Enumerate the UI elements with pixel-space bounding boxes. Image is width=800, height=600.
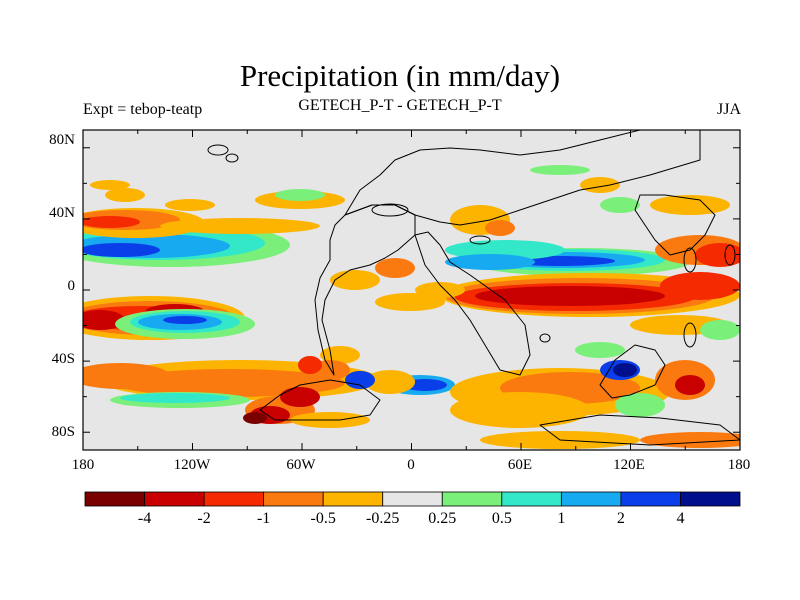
colorbar-swatch — [263, 491, 324, 507]
precip-region — [365, 370, 415, 394]
colorbar-label: -0.5 — [310, 510, 336, 527]
precipitation-field — [83, 130, 740, 449]
colorbar-swatch — [680, 491, 741, 507]
precip-region — [83, 363, 170, 389]
coastline — [414, 231, 531, 376]
lat-label-80s: 80S — [51, 424, 75, 440]
colorbar-label: 0.5 — [491, 510, 512, 527]
lon-label-0: 0 — [407, 457, 415, 473]
colorbar-label: -4 — [137, 510, 152, 527]
lon-label-120w: 120W — [173, 457, 211, 473]
precip-region — [600, 197, 640, 213]
coastline — [599, 344, 666, 399]
precip-region — [450, 392, 590, 428]
island-coastline — [225, 153, 239, 163]
lat-label-eq: 0 — [67, 278, 76, 294]
precip-region — [530, 165, 590, 175]
island-coastline — [683, 247, 697, 273]
precip-region — [90, 180, 130, 190]
precip-region — [695, 243, 740, 267]
precip-region — [615, 393, 665, 417]
precip-region — [83, 310, 125, 330]
precip-region — [580, 177, 620, 193]
axis-ticks — [82, 130, 741, 450]
coastline — [539, 414, 740, 446]
precip-region — [120, 393, 230, 403]
colorbar-swatch — [382, 491, 443, 507]
precip-region — [105, 188, 145, 202]
island-coastline — [371, 203, 409, 217]
precip-region — [275, 189, 325, 201]
precip-region — [345, 371, 375, 389]
precip-region — [163, 316, 207, 324]
lon-label-120e: 120E — [613, 457, 645, 473]
lat-label-40s: 40S — [51, 351, 75, 367]
island-coastline — [683, 322, 697, 348]
colorbar-swatch — [84, 491, 145, 507]
island-coastline — [724, 244, 736, 266]
coastline — [344, 130, 701, 226]
colorbar-label: -2 — [197, 510, 211, 527]
colorbar-label: 2 — [616, 510, 625, 527]
island-coastline — [469, 235, 491, 245]
precip-region — [280, 387, 320, 407]
precip-region — [375, 258, 415, 278]
coastline — [259, 379, 381, 421]
colorbar-swatch — [144, 491, 205, 507]
precip-region — [415, 282, 465, 298]
island-coastline — [539, 333, 551, 343]
lat-label-80n: 80N — [49, 132, 75, 148]
precip-region — [675, 375, 705, 395]
precip-region — [83, 243, 160, 257]
lon-label-180w: 180 — [71, 457, 95, 473]
colorbar-swatch — [560, 491, 622, 507]
experiment-label: Expt = tebop-teatp — [83, 101, 203, 118]
colorbar-label: -0.25 — [366, 510, 400, 527]
lon-label-60w: 60W — [286, 457, 316, 473]
colorbar-label: 1 — [557, 510, 566, 527]
lon-label-60e: 60E — [507, 457, 533, 473]
precip-region — [445, 254, 535, 270]
colorbar-swatch — [620, 491, 681, 507]
colorbar-swatch — [322, 491, 384, 507]
precip-region — [375, 293, 445, 311]
precip-region — [660, 272, 740, 300]
precip-region — [613, 363, 637, 377]
season-label: JJA — [716, 101, 741, 118]
colorbar-label: 4 — [676, 510, 685, 527]
precip-region — [700, 320, 740, 340]
colorbar-label: -1 — [256, 510, 271, 527]
precip-region — [83, 216, 140, 228]
dataset-label: GETECH_P-T - GETECH_P-T — [298, 97, 502, 114]
precip-region — [298, 356, 322, 374]
precip-region — [485, 220, 515, 236]
island-coastline — [207, 144, 229, 156]
lon-label-180e: 180 — [727, 457, 751, 473]
precip-region — [475, 286, 665, 306]
colorbar-swatch — [203, 491, 265, 507]
precip-region — [243, 412, 267, 424]
precip-region — [160, 218, 320, 234]
precip-region — [575, 342, 625, 358]
lat-label-40n: 40N — [49, 205, 75, 221]
colorbar-swatch — [441, 491, 503, 507]
coastline — [634, 194, 716, 256]
colorbar-swatch — [501, 491, 562, 507]
colorbar-label: 0.25 — [428, 510, 457, 527]
page-title: Precipitation (in mm/day) — [239, 58, 561, 93]
precip-region — [165, 199, 215, 211]
